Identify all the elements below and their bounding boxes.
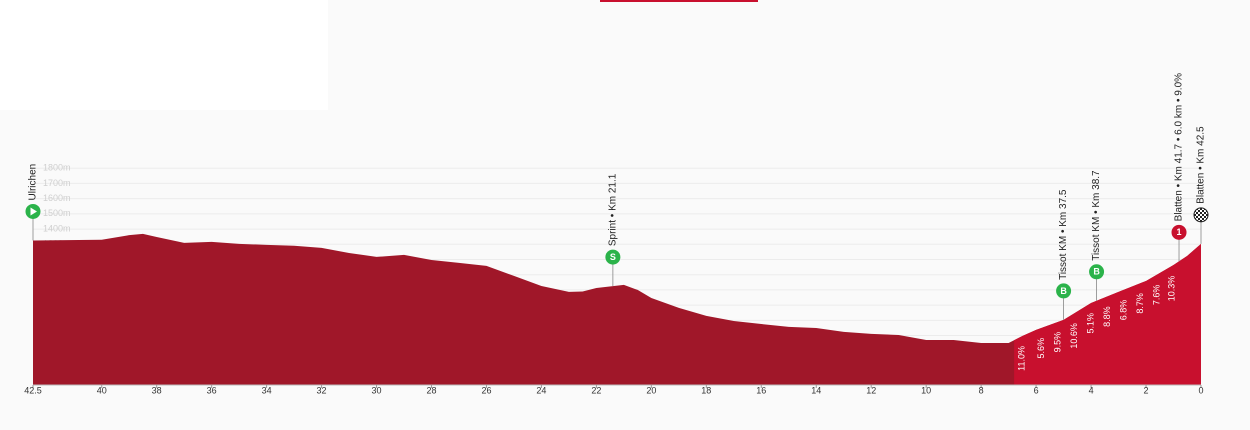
y-tick-label: 1700m	[43, 178, 71, 188]
annotation-label: Ulrichen	[28, 164, 39, 201]
annotation-icon	[1193, 207, 1209, 223]
icon-label: 1	[1177, 227, 1182, 237]
x-tick-label: 10	[921, 385, 931, 395]
x-tick-label: 20	[646, 385, 656, 395]
x-tick-label: 36	[207, 385, 217, 395]
panel	[0, 0, 328, 110]
gradient-label: 6.8%	[1118, 300, 1128, 321]
x-tick-label: 38	[152, 385, 162, 395]
x-tick-label: 34	[262, 385, 272, 395]
x-tick-label: 14	[811, 385, 821, 395]
icon-label: B	[1060, 286, 1067, 296]
start-icon	[30, 207, 37, 216]
gradient-label: 8.7%	[1135, 293, 1145, 314]
gradient-label: 10.3%	[1167, 276, 1177, 302]
x-tick-label: 12	[866, 385, 876, 395]
gradient-label: 11.0%	[1017, 346, 1027, 371]
gradient-label: 5.6%	[1036, 338, 1046, 359]
annotation-label: Tissot KM • Km 38.7	[1091, 170, 1102, 261]
x-tick-label: 28	[426, 385, 436, 395]
annotation-icon: B	[1089, 264, 1105, 280]
y-tick-label: 1600m	[43, 193, 71, 203]
x-tick-label: 22	[591, 385, 601, 395]
x-tick-label: 8	[979, 385, 984, 395]
x-tick-label: 6	[1034, 385, 1039, 395]
x-tick-label: 18	[701, 385, 711, 395]
annotation-icon: S	[605, 249, 621, 265]
gradient-label: 9.5%	[1052, 332, 1062, 353]
annotation-icon	[25, 203, 41, 219]
icon-circle	[1171, 224, 1187, 240]
icon-label: S	[610, 252, 616, 262]
x-tick-label: 26	[481, 385, 491, 395]
climb-area	[1014, 243, 1201, 385]
elevation-area	[33, 233, 1201, 385]
icon-circle	[1089, 264, 1105, 280]
gradient-label: 8.8%	[1102, 306, 1112, 327]
icon-label: B	[1093, 267, 1100, 277]
x-tick-label: 0	[1198, 385, 1203, 395]
annotation-icon: 1	[1171, 224, 1187, 240]
icon-circle	[1056, 283, 1072, 299]
x-tick-label: 32	[317, 385, 327, 395]
icon-circle	[605, 249, 621, 265]
y-tick-label: 1500m	[43, 208, 71, 218]
annotation-label: Tissot KM • Km 37.5	[1058, 189, 1069, 280]
gradient-label: 10.6%	[1069, 323, 1079, 349]
finish-icon	[1193, 207, 1209, 223]
y-tick-label: 1800m	[43, 163, 71, 173]
gradient-label: 5.1%	[1085, 313, 1095, 334]
y-tick-label: 1400m	[43, 223, 71, 233]
x-tick-label: 30	[372, 385, 382, 395]
annotation-label: Blatten • Km 42.5	[1196, 126, 1207, 204]
annotation-label: Blatten • Km 41.7 • 6.0 km • 9.0%	[1174, 73, 1185, 221]
x-tick-label: 24	[536, 385, 546, 395]
x-tick-label: 2	[1144, 385, 1149, 395]
tab-indicator	[600, 0, 758, 2]
gradient-label: 7.6%	[1151, 285, 1161, 306]
x-tick-label: 4	[1089, 385, 1094, 395]
annotation-label: Sprint • Km 21.1	[608, 173, 619, 246]
annotation-icon: B	[1056, 283, 1072, 299]
x-tick-label: 40	[97, 385, 107, 395]
x-tick-label: 42.5	[24, 385, 42, 395]
x-tick-label: 16	[756, 385, 766, 395]
